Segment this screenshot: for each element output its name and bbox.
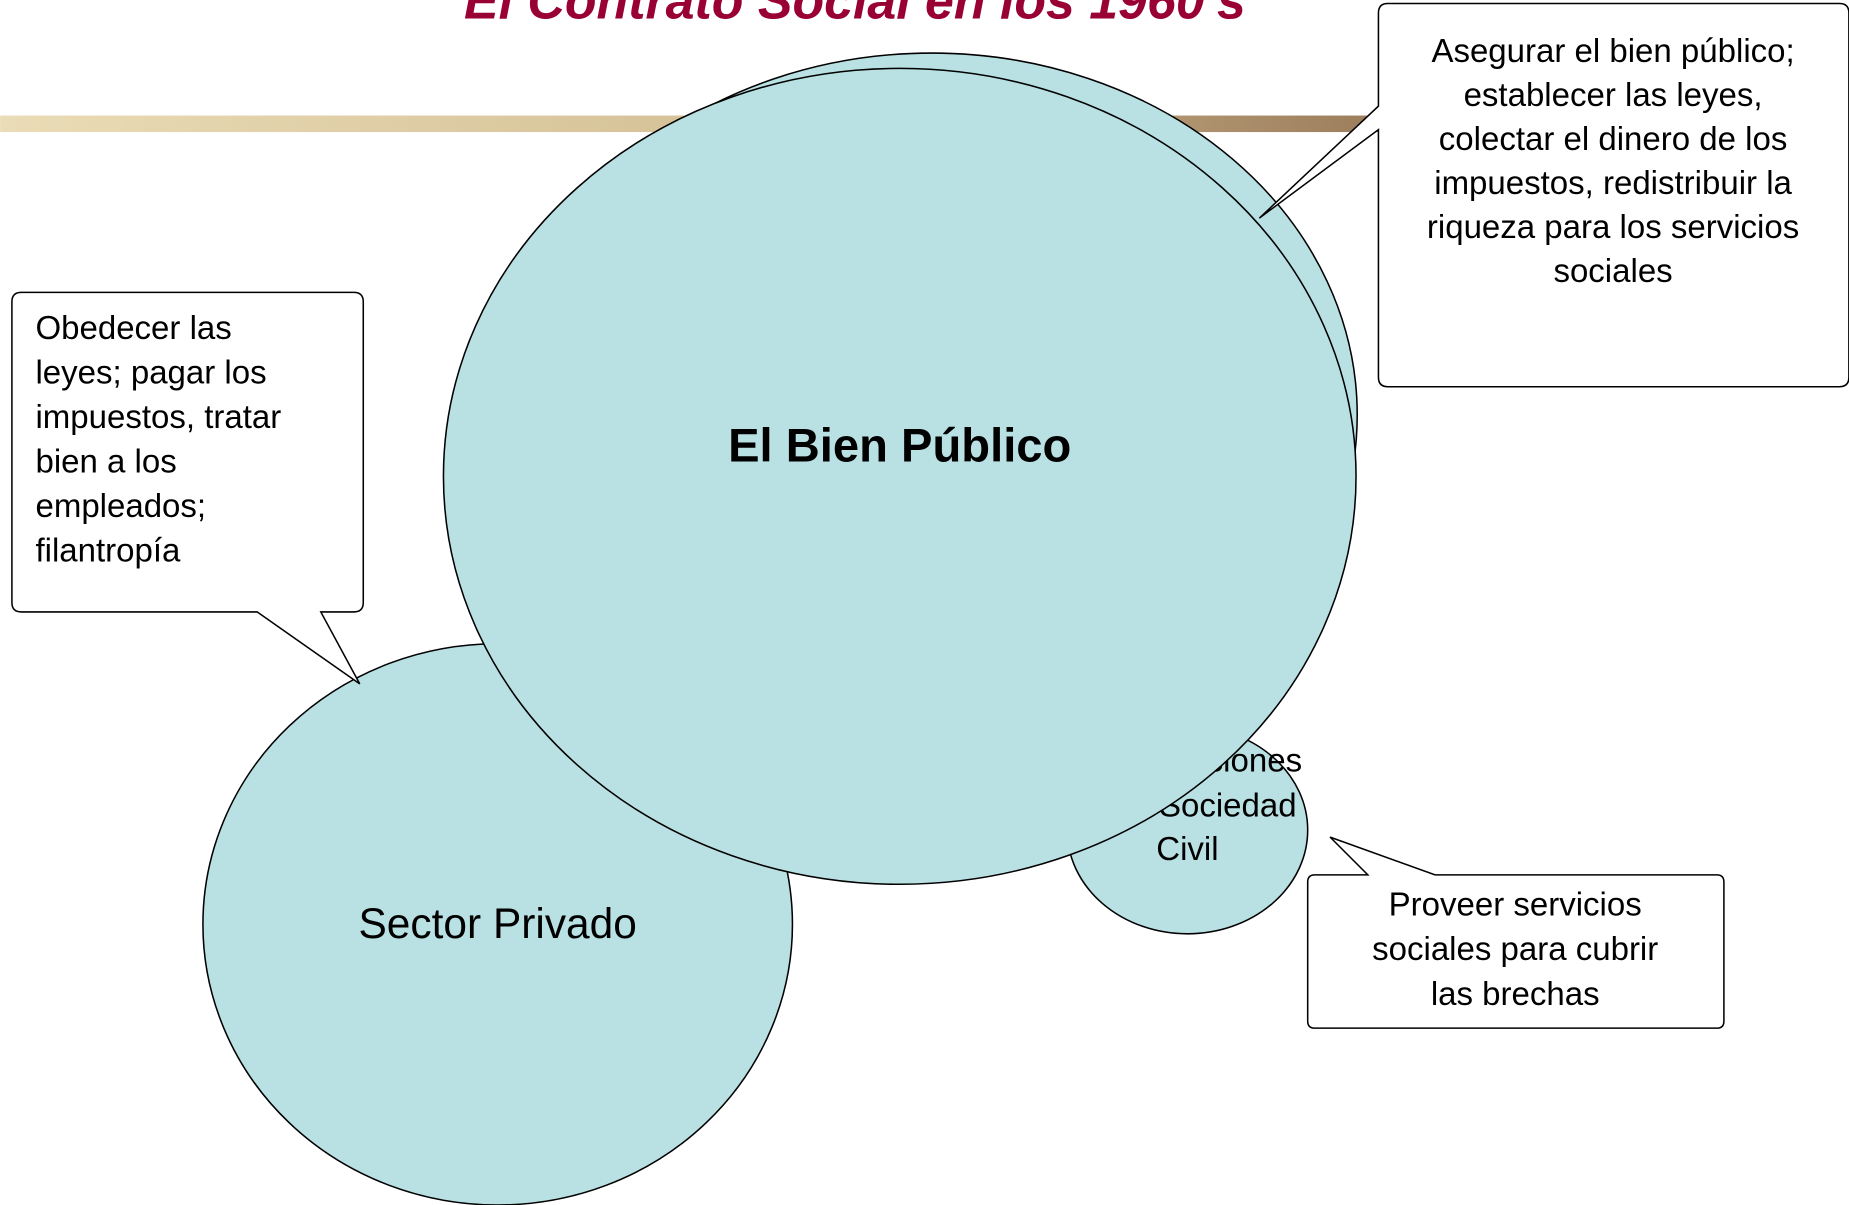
- callout-text: filantropía: [35, 532, 181, 569]
- slide-title: El Contrato Social en los 1960's: [464, 0, 1246, 29]
- callout-text: Obedecer las: [35, 309, 231, 346]
- circle-label: Sector Privado: [359, 900, 637, 947]
- callout-text: las brechas: [1431, 975, 1600, 1012]
- circle-label: El Bien Público: [728, 419, 1071, 472]
- callout-text: leyes; pagar los: [35, 353, 266, 390]
- callout-text: empleados;: [35, 487, 206, 524]
- public-good-circle: [442, 67, 1357, 886]
- callout-text: Asegurar el bien público;: [1431, 32, 1794, 69]
- callout-text: sociales para cubrir: [1372, 930, 1658, 967]
- callout-text: sociales: [1553, 252, 1672, 289]
- callout-text: riqueza para los servicios: [1427, 208, 1799, 245]
- callout-text: bien a los: [35, 443, 176, 480]
- callout-text: Proveer servicios: [1389, 885, 1642, 922]
- callout-text: impuestos, tratar: [35, 398, 281, 435]
- callout-box: [11, 291, 365, 685]
- callout-text: colectar el dinero de los: [1439, 120, 1788, 157]
- circle-label: Civil: [1156, 830, 1218, 867]
- callout-box: [1258, 2, 1849, 388]
- callout-text: impuestos, redistribuir la: [1434, 164, 1792, 201]
- callout-text: establecer las leyes,: [1464, 76, 1763, 113]
- callout-box: [1306, 836, 1725, 1029]
